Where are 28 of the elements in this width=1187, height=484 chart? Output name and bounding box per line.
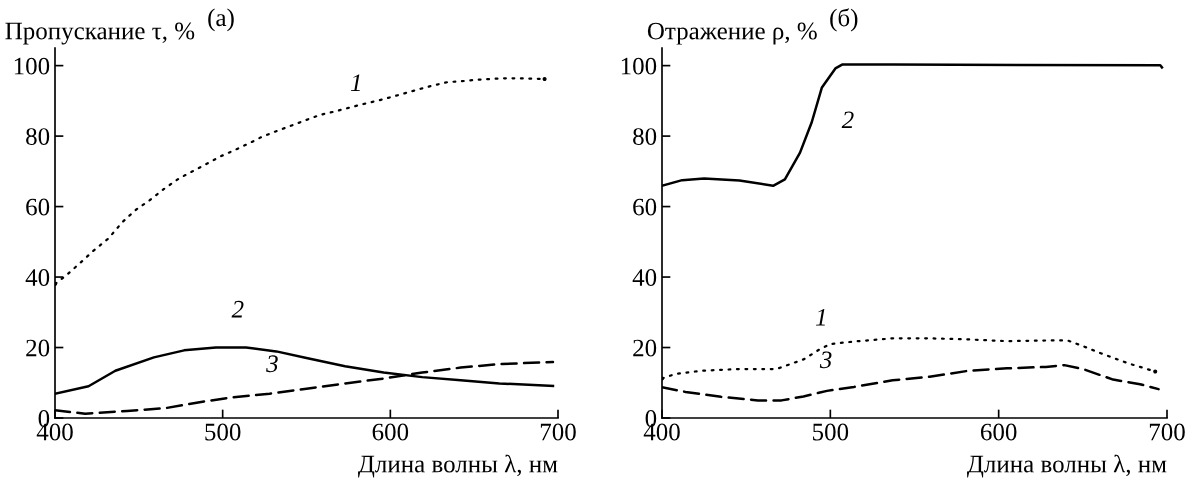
- annotation: 3: [266, 355, 278, 373]
- x-axis-title: Длина волны λ, нм: [967, 454, 1167, 478]
- annotation: 1: [350, 74, 360, 91]
- annotation: 2: [841, 111, 854, 129]
- y-tick-label: 40: [25, 269, 50, 286]
- chart-title: (a): [208, 8, 234, 32]
- y-tick-label: 60: [633, 198, 657, 216]
- annotation: 2: [231, 300, 244, 318]
- x-tick-label: 500: [205, 423, 241, 441]
- y-tick-label: 80: [633, 128, 657, 146]
- chart-title: (б): [830, 8, 858, 32]
- x-tick-label: 600: [980, 423, 1017, 441]
- y-tick-label: 20: [26, 339, 50, 357]
- y-tick-label: 100: [14, 57, 50, 75]
- y-tick-label: 60: [26, 198, 50, 216]
- y-tick-label: 80: [26, 128, 50, 146]
- y-tick-label: 40: [632, 269, 657, 286]
- x-tick-label: 700: [1149, 423, 1185, 441]
- annotation: 3: [819, 351, 832, 369]
- y-axis-title: Отражение ρ, %: [647, 22, 817, 45]
- x-tick-label: 500: [813, 423, 849, 441]
- x-axis-title: Длина волны λ, нм: [358, 454, 558, 478]
- y-tick-label: 20: [633, 339, 657, 357]
- annotation: 1: [815, 308, 825, 326]
- x-tick-label: 600: [372, 423, 409, 441]
- y-tick-label: 100: [621, 57, 657, 75]
- x-tick-label: 700: [540, 423, 576, 441]
- y-axis-title: Пропускание τ, %: [5, 22, 195, 45]
